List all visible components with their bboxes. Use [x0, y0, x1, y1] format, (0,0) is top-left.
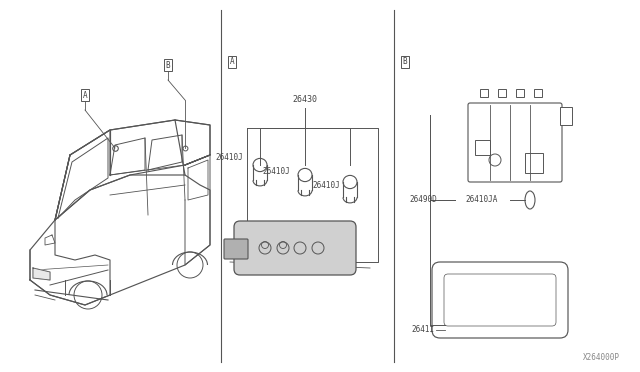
Text: 26430: 26430 [292, 96, 317, 105]
Text: B: B [166, 61, 170, 70]
Bar [525, 153, 543, 173]
Text: 26410JA: 26410JA [465, 196, 497, 205]
Text: A: A [83, 90, 87, 99]
Bar [516, 89, 524, 97]
Text: 26410J: 26410J [215, 154, 243, 163]
Text: X264000P: X264000P [583, 353, 620, 362]
Bar [534, 89, 542, 97]
FancyBboxPatch shape [432, 262, 568, 338]
Bar [475, 140, 490, 155]
FancyBboxPatch shape [234, 221, 356, 275]
Bar [480, 89, 488, 97]
Polygon shape [33, 268, 50, 280]
Text: 26490D: 26490D [409, 196, 436, 205]
Bar [498, 89, 506, 97]
Text: 26410J: 26410J [262, 167, 290, 176]
Text: 2641Ι: 2641Ι [412, 326, 435, 334]
FancyBboxPatch shape [224, 239, 248, 259]
Text: A: A [230, 58, 234, 67]
FancyBboxPatch shape [444, 274, 556, 326]
Bar [560, 107, 572, 125]
Text: 26410J: 26410J [312, 180, 340, 189]
FancyBboxPatch shape [468, 103, 562, 182]
Text: B: B [403, 58, 407, 67]
